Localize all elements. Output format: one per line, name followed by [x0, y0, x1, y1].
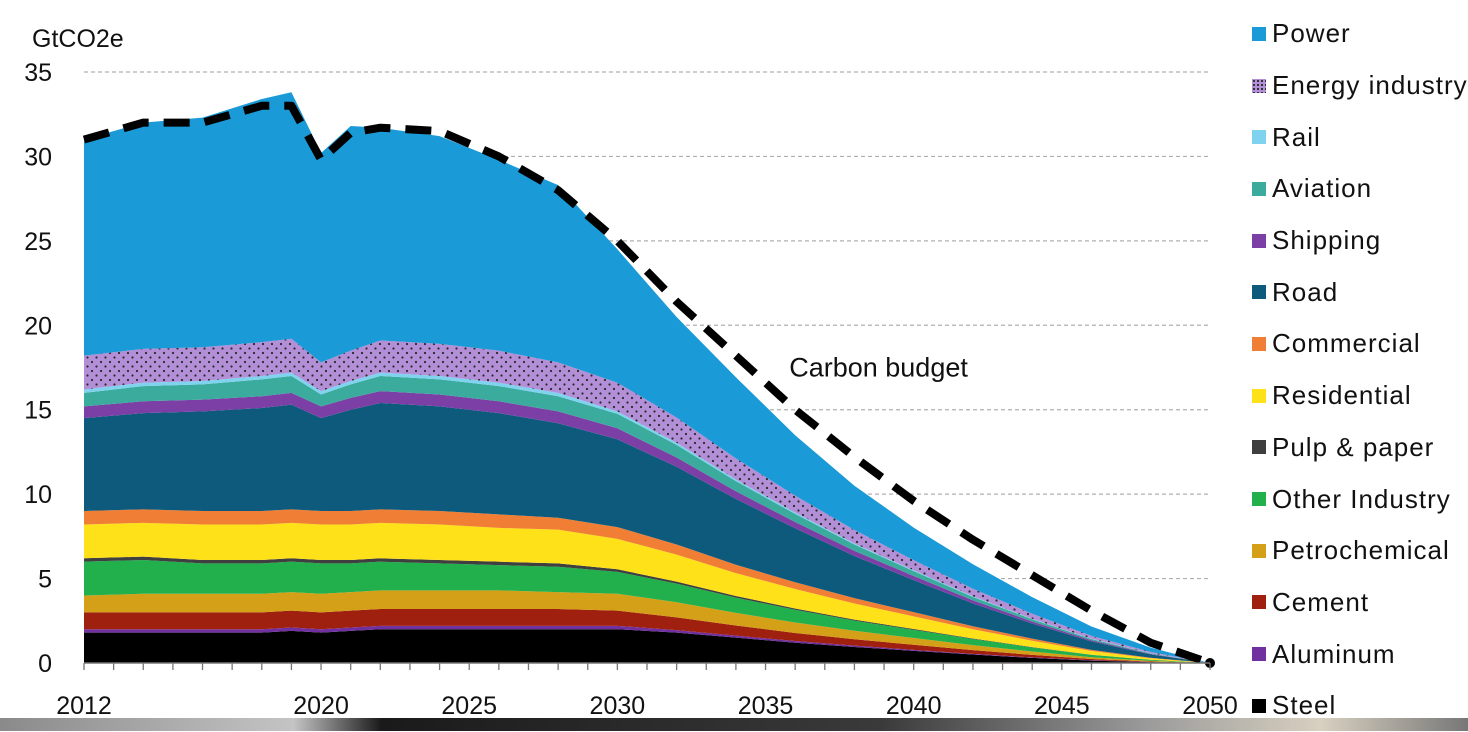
legend-swatch: [1252, 78, 1266, 93]
legend-label: Energy industry: [1272, 70, 1468, 101]
legend-swatch: [1252, 698, 1266, 713]
x-tick-label: 2050: [1182, 692, 1238, 720]
legend-swatch: [1252, 336, 1266, 351]
y-tick-label: 20: [24, 312, 52, 340]
carbon-budget-path: [82, 101, 1212, 667]
legend-item-cement: Cement: [1252, 577, 1468, 629]
y-tick-label: 25: [24, 228, 52, 256]
legend-label: Pulp & paper: [1272, 431, 1435, 462]
legend-label: Shipping: [1272, 225, 1382, 256]
legend-item-rail: Rail: [1252, 111, 1468, 163]
carbon-budget-annotation: Carbon budget: [789, 353, 968, 383]
y-tick-label: 35: [24, 59, 52, 87]
legend-label: Aviation: [1272, 173, 1373, 204]
legend-label: Power: [1272, 18, 1351, 49]
legend-item-aviation: Aviation: [1252, 163, 1468, 215]
legend-item-pulp-paper: Pulp & paper: [1252, 422, 1468, 474]
legend-swatch: [1252, 181, 1266, 196]
legend-label: Aluminum: [1272, 638, 1396, 669]
legend-item-residential: Residential: [1252, 370, 1468, 422]
y-tick-label: 10: [24, 481, 52, 509]
legend-item-shipping: Shipping: [1252, 215, 1468, 267]
area-petrochemical: [84, 590, 1210, 663]
legend-swatch: [1252, 130, 1266, 145]
x-tick-label: 2030: [590, 692, 646, 720]
y-tick-label: 30: [24, 143, 52, 171]
legend-swatch: [1252, 233, 1266, 248]
legend-swatch: [1252, 388, 1266, 403]
legend-swatch: [1252, 285, 1266, 300]
legend-item-aluminum: Aluminum: [1252, 628, 1468, 680]
legend-label: Petrochemical: [1272, 535, 1450, 566]
y-tick-label: 15: [24, 397, 52, 425]
legend-swatch: [1252, 492, 1266, 507]
legend-label: Other Industry: [1272, 483, 1451, 514]
legend-swatch: [1252, 595, 1266, 610]
legend-label: Rail: [1272, 121, 1321, 152]
x-tick-label: 2020: [293, 692, 349, 720]
y-axis-label: GtCO2e: [32, 25, 124, 53]
legend-item-steel: Steel: [1252, 680, 1468, 732]
legend-item-petrochemical: Petrochemical: [1252, 525, 1468, 577]
area-energy-industry-pattern: [84, 338, 1210, 663]
legend-label: Steel: [1272, 690, 1337, 721]
legend-item-energy-industry: Energy industry: [1252, 60, 1468, 112]
area-other-industry: [84, 559, 1210, 663]
x-tick-label: 2045: [1034, 692, 1090, 720]
area-steel: [84, 629, 1210, 663]
legend-swatch: [1252, 647, 1266, 662]
x-tick-label: 2012: [56, 692, 112, 720]
x-tick-label: 2035: [738, 692, 794, 720]
y-tick-label: 5: [38, 566, 52, 594]
y-tick-label: 0: [38, 650, 52, 678]
stacked-areas: [84, 92, 1210, 663]
area-shipping: [84, 391, 1210, 663]
legend-label: Road: [1272, 276, 1339, 307]
legend: Power Energy industry Rail Aviation Shipping…: [1252, 8, 1468, 732]
legend-swatch: [1252, 26, 1266, 41]
area-aviation: [84, 375, 1210, 663]
area-aluminum: [84, 625, 1210, 663]
area-road: [84, 402, 1210, 663]
legend-item-other-industry: Other Industry: [1252, 473, 1468, 525]
legend-label: Commercial: [1272, 328, 1421, 359]
area-cement: [84, 608, 1210, 663]
area-commercial: [84, 509, 1210, 663]
legend-item-power: Power: [1252, 8, 1468, 60]
area-power: [84, 92, 1210, 663]
x-tick-label: 2025: [441, 692, 497, 720]
bottom-edge-strip: [0, 718, 1468, 731]
legend-item-commercial: Commercial: [1252, 318, 1468, 370]
x-tick-label: 2040: [886, 692, 942, 720]
legend-swatch: [1252, 440, 1266, 455]
legend-item-road: Road: [1252, 266, 1468, 318]
legend-label: Residential: [1272, 380, 1412, 411]
legend-label: Cement: [1272, 586, 1370, 617]
legend-swatch: [1252, 543, 1266, 558]
area-residential: [84, 522, 1210, 663]
